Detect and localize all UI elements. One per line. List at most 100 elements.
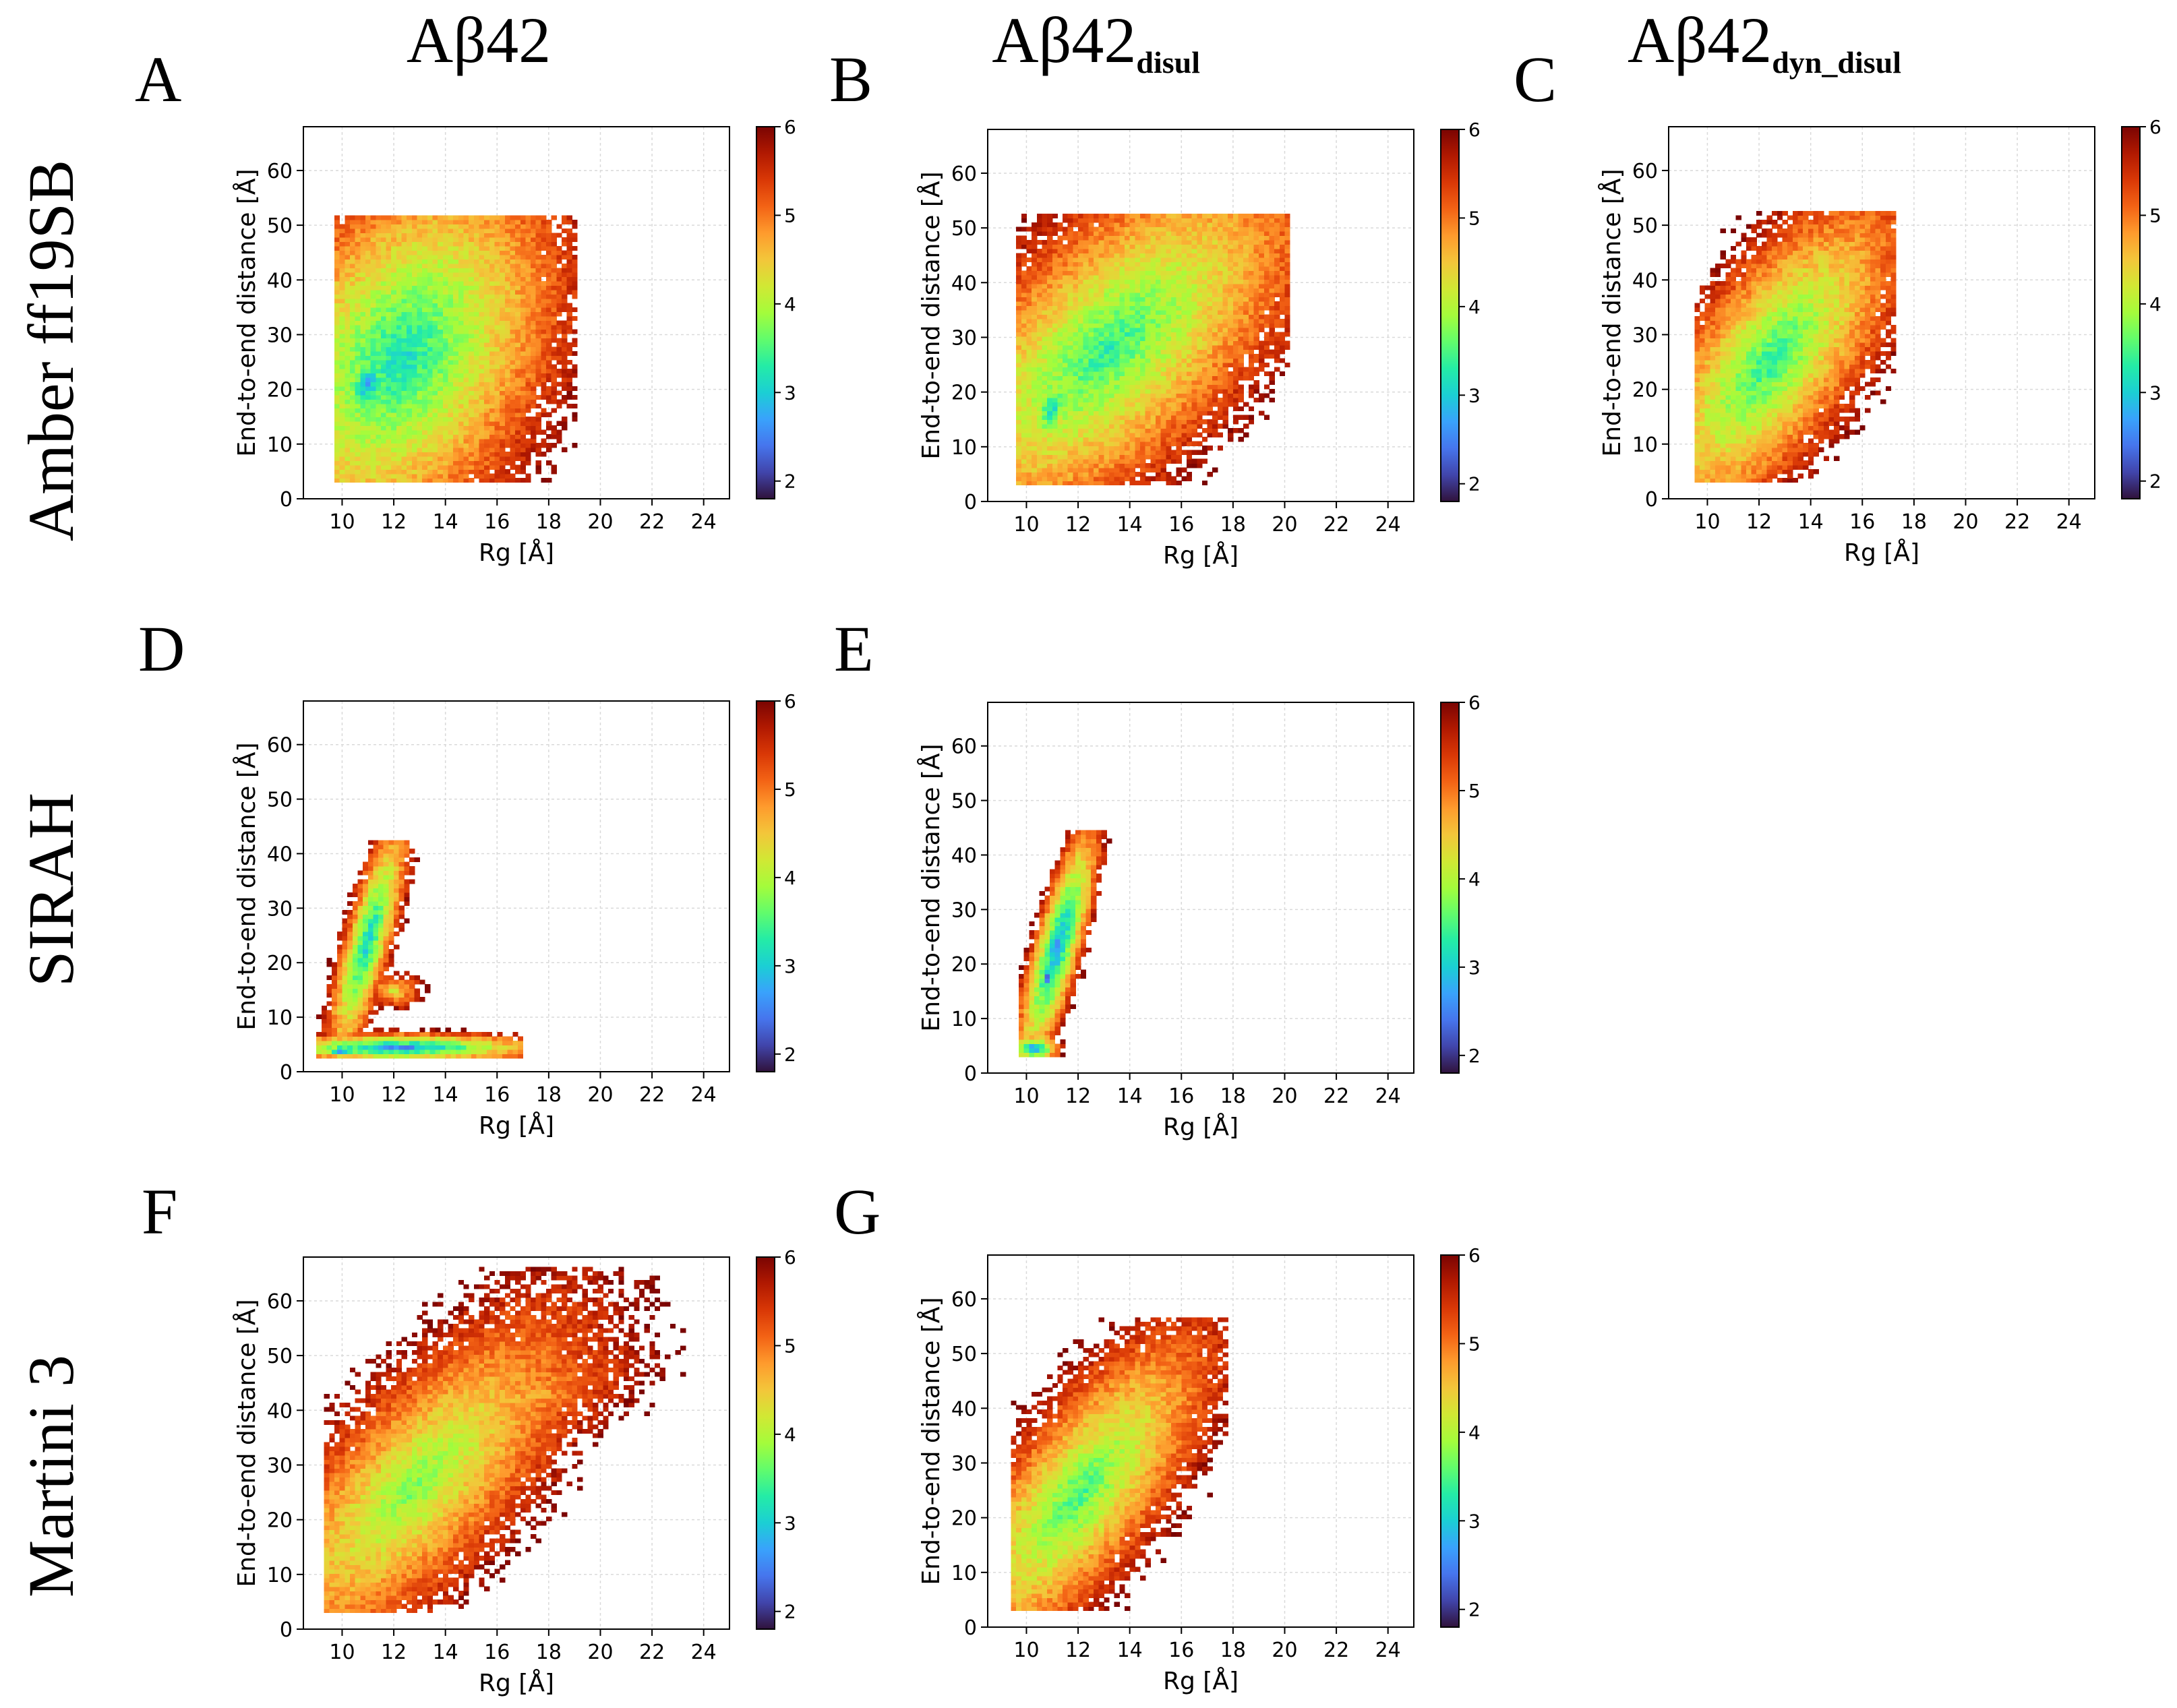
heatmap-cell	[1083, 441, 1089, 446]
heatmap-cell	[1191, 283, 1197, 289]
heatmap-cell	[1052, 415, 1058, 420]
heatmap-cell	[510, 346, 516, 352]
heatmap-cell	[479, 333, 485, 338]
heatmap-cell	[489, 464, 496, 470]
heatmap-cell	[407, 241, 413, 247]
heatmap-cell	[1083, 262, 1089, 267]
heatmap-cell	[510, 386, 516, 391]
heatmap-cell	[1036, 423, 1043, 429]
heatmap-cell	[407, 368, 413, 373]
heatmap-cell	[1176, 279, 1182, 284]
heatmap-cell	[1063, 323, 1069, 328]
heatmap-cell	[1032, 353, 1038, 359]
heatmap-cell	[1088, 309, 1094, 315]
heatmap-cell	[417, 425, 423, 431]
heatmap-cell	[541, 359, 547, 365]
heatmap-cell	[556, 342, 562, 347]
heatmap-cell	[448, 464, 454, 470]
heatmap-cell	[463, 342, 469, 347]
heatmap-cell	[453, 342, 459, 347]
heatmap-cell	[515, 478, 521, 483]
heatmap-cell	[489, 425, 496, 431]
heatmap-cell	[355, 473, 361, 479]
heatmap-cell	[396, 298, 402, 303]
heatmap-cell	[531, 320, 537, 326]
heatmap-cell	[1088, 283, 1094, 289]
heatmap-cell	[370, 233, 376, 238]
heatmap-cell	[1047, 226, 1053, 232]
heatmap-cell	[401, 233, 407, 238]
heatmap-cell	[489, 460, 496, 466]
heatmap-cell	[422, 276, 428, 282]
heatmap-cell	[484, 294, 490, 299]
heatmap-cell	[349, 263, 356, 269]
heatmap-cell	[1016, 397, 1022, 402]
heatmap-cell	[438, 478, 444, 483]
heatmap-cell	[1026, 362, 1032, 367]
heatmap-cell	[380, 220, 387, 225]
heatmap-cell	[386, 355, 392, 361]
heatmap-cell	[417, 464, 423, 470]
heatmap-cell	[489, 394, 496, 400]
heatmap-cell	[380, 276, 387, 282]
heatmap-cell	[535, 359, 541, 365]
heatmap-cell	[407, 373, 413, 378]
heatmap-cell	[562, 373, 568, 378]
heatmap-cell	[479, 456, 485, 461]
heatmap-cell	[334, 307, 340, 312]
heatmap-cell	[1067, 248, 1073, 254]
heatmap-cell	[345, 417, 351, 422]
heatmap-cell	[1186, 231, 1193, 237]
heatmap-cell	[380, 285, 387, 291]
heatmap-cell	[1139, 309, 1146, 315]
heatmap-cell	[1026, 476, 1032, 481]
heatmap-cell	[1026, 244, 1032, 249]
heatmap-cell	[520, 452, 527, 457]
heatmap-cell	[1119, 309, 1125, 315]
heatmap-cell	[1073, 309, 1079, 315]
heatmap-cell	[1073, 270, 1079, 276]
heatmap-cell	[1047, 353, 1053, 359]
heatmap-cell	[411, 469, 418, 475]
heatmap-cell	[438, 338, 444, 343]
heatmap-cell	[494, 298, 500, 303]
heatmap-cell	[1073, 257, 1079, 263]
heatmap-cell	[1032, 428, 1038, 433]
heatmap-cell	[520, 228, 527, 234]
heatmap-cell	[1191, 327, 1197, 332]
heatmap-cell	[1088, 336, 1094, 341]
panel-letter-e: E	[834, 613, 874, 685]
heatmap-cell	[1201, 437, 1208, 442]
heatmap-cell	[1094, 239, 1100, 245]
heatmap-cell	[1129, 231, 1135, 237]
heatmap-cell	[1078, 476, 1084, 481]
heatmap-cell	[349, 233, 356, 238]
heatmap-cell	[448, 315, 454, 321]
heatmap-cell	[525, 263, 531, 269]
heatmap-cell	[473, 333, 480, 338]
heatmap-cell	[1067, 340, 1073, 346]
heatmap-cell	[1032, 344, 1038, 350]
heatmap-cell	[473, 452, 480, 457]
heatmap-cell	[1129, 309, 1135, 315]
heatmap-cell	[1114, 288, 1120, 293]
heatmap-cell	[1042, 406, 1048, 411]
heatmap-cell	[463, 438, 469, 444]
heatmap-cell	[386, 224, 392, 229]
heatmap-cell	[1057, 415, 1063, 420]
heatmap-cell	[1166, 305, 1172, 311]
panel-letter-g: G	[834, 1176, 881, 1248]
heatmap-cell	[1052, 288, 1058, 293]
heatmap-cell	[432, 215, 438, 220]
heatmap-cell	[1181, 441, 1187, 446]
heatmap-cell	[432, 263, 438, 269]
heatmap-cell	[1063, 314, 1069, 319]
heatmap-cell	[504, 364, 511, 369]
heatmap-cell	[442, 215, 449, 220]
heatmap-cell	[1176, 288, 1182, 293]
heatmap-cell	[1042, 257, 1048, 263]
heatmap-cell	[1026, 283, 1032, 289]
heatmap-cell	[510, 464, 516, 470]
heatmap-cell	[473, 443, 480, 448]
heatmap-cell	[1191, 218, 1197, 223]
